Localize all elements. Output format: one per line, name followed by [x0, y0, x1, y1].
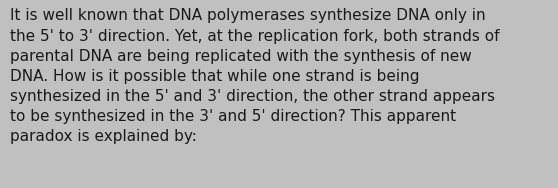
Text: It is well known that DNA polymerases synthesize DNA only in
the 5' to 3' direct: It is well known that DNA polymerases sy… — [10, 8, 499, 144]
